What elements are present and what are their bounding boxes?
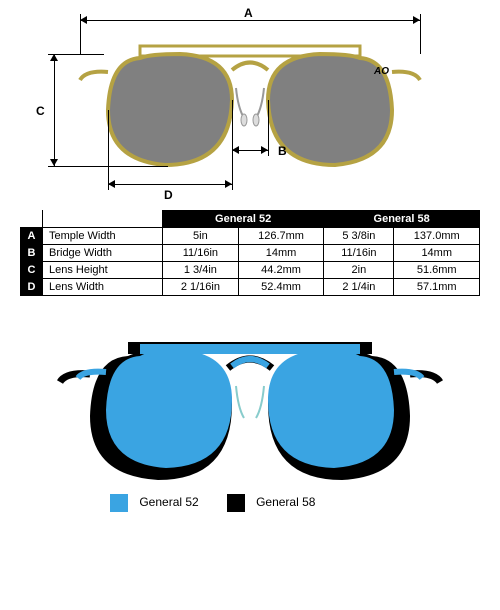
cell: 11/16in bbox=[163, 245, 239, 262]
legend-label-large: General 58 bbox=[256, 495, 315, 509]
dim-label-D: D bbox=[164, 188, 173, 202]
cell: 126.7mm bbox=[238, 228, 324, 245]
legend-item: General 58 bbox=[227, 494, 316, 512]
table-row: CLens Height1 3/4in44.2mm2in51.6mm bbox=[21, 262, 480, 279]
legend-swatch-small bbox=[110, 494, 128, 512]
spec-table: General 52 General 58 ATemple Width5in12… bbox=[20, 210, 480, 296]
cell: 1 3/4in bbox=[163, 262, 239, 279]
size-comparison: General 52 General 58 bbox=[0, 316, 500, 516]
cell: 2 1/4in bbox=[324, 279, 394, 296]
dim-label-B: B bbox=[278, 144, 287, 158]
legend-label-small: General 52 bbox=[139, 495, 198, 509]
cell: 44.2mm bbox=[238, 262, 324, 279]
table-row: ATemple Width5in126.7mm5 3/8in137.0mm bbox=[21, 228, 480, 245]
col-header-size1: General 52 bbox=[163, 211, 324, 228]
cell: 14mm bbox=[394, 245, 480, 262]
cell: 2in bbox=[324, 262, 394, 279]
row-key: B bbox=[21, 245, 43, 262]
row-name: Bridge Width bbox=[43, 245, 163, 262]
table-row: BBridge Width11/16in14mm11/16in14mm bbox=[21, 245, 480, 262]
row-name: Lens Height bbox=[43, 262, 163, 279]
row-key: C bbox=[21, 262, 43, 279]
comparison-svg bbox=[0, 316, 500, 516]
legend-item: General 52 bbox=[110, 494, 199, 512]
cell: 2 1/16in bbox=[163, 279, 239, 296]
dim-label-A: A bbox=[244, 6, 253, 20]
row-name: Temple Width bbox=[43, 228, 163, 245]
cell: 57.1mm bbox=[394, 279, 480, 296]
dim-label-C: C bbox=[36, 104, 45, 118]
cell: 14mm bbox=[238, 245, 324, 262]
sunglasses-diagram-svg: AO bbox=[0, 0, 500, 200]
cell: 52.4mm bbox=[238, 279, 324, 296]
cell: 5in bbox=[163, 228, 239, 245]
legend-swatch-large bbox=[227, 494, 245, 512]
row-key: A bbox=[21, 228, 43, 245]
cell: 137.0mm bbox=[394, 228, 480, 245]
cell: 5 3/8in bbox=[324, 228, 394, 245]
row-key: D bbox=[21, 279, 43, 296]
dimension-diagram: AO A C B D bbox=[0, 0, 500, 200]
row-name: Lens Width bbox=[43, 279, 163, 296]
cell: 11/16in bbox=[324, 245, 394, 262]
table-row: DLens Width2 1/16in52.4mm2 1/4in57.1mm bbox=[21, 279, 480, 296]
brand-logo: AO bbox=[373, 66, 389, 77]
legend: General 52 General 58 bbox=[110, 494, 315, 512]
col-header-size2: General 58 bbox=[324, 211, 480, 228]
cell: 51.6mm bbox=[394, 262, 480, 279]
